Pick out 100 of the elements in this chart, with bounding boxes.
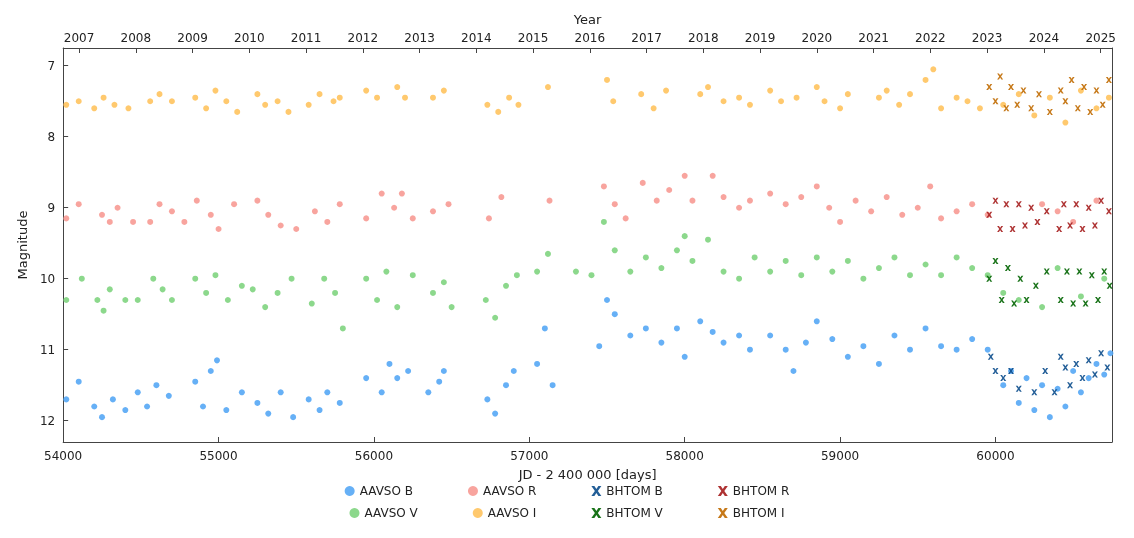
point (1004, 265, 1011, 272)
point (1014, 101, 1021, 108)
point (1011, 300, 1018, 307)
point (1031, 389, 1038, 396)
point (1085, 357, 1092, 364)
point (1093, 87, 1100, 94)
x2-tick-label: 2024 (1028, 31, 1060, 45)
x-tick-label: 57000 (510, 449, 549, 463)
x2-tick-label: 2019 (744, 31, 776, 45)
point (1076, 268, 1083, 275)
point (1082, 300, 1089, 307)
point (998, 297, 1005, 304)
x-tick-label: 60000 (976, 449, 1015, 463)
x2-tick-label: 2014 (461, 31, 492, 45)
y-tick-label: 7 (47, 58, 56, 73)
point (1088, 272, 1095, 279)
point (1067, 222, 1074, 229)
x2-tick-label: 2017 (631, 31, 662, 45)
point (1042, 368, 1049, 375)
point (1015, 385, 1022, 392)
point (1046, 108, 1053, 115)
point (1091, 222, 1098, 229)
y-tick-label: 8 (47, 129, 56, 144)
point (1032, 282, 1039, 289)
point (992, 257, 999, 264)
y-tick-label: 12 (39, 413, 56, 428)
point (1000, 375, 1007, 382)
x-tick-label: 59000 (820, 449, 860, 463)
point (992, 368, 999, 375)
point (1068, 76, 1075, 83)
legend-label: BHTOM R (732, 484, 790, 498)
y-tick-label: 9 (47, 200, 56, 215)
x-tick-label: 58000 (665, 449, 704, 463)
point (1034, 218, 1041, 225)
y-tick-label: 10 (39, 271, 56, 286)
point (1057, 353, 1064, 360)
x2-tick-label: 2025 (1085, 31, 1116, 45)
point (1003, 105, 1010, 112)
legend-label: AAVSO B (359, 484, 413, 498)
point (1015, 201, 1022, 208)
point (1063, 268, 1070, 275)
point (1104, 364, 1111, 371)
point (1105, 208, 1112, 215)
y-axis-title: Magnitude (15, 210, 30, 280)
point (1098, 197, 1105, 204)
point (1101, 268, 1108, 275)
point (1043, 268, 1050, 275)
x2-axis-title: Year (572, 12, 602, 27)
point (987, 353, 994, 360)
point (1020, 87, 1027, 94)
point (1035, 91, 1042, 98)
point (1099, 101, 1106, 108)
x2-tick-label: 2016 (574, 31, 606, 45)
point (1062, 98, 1069, 105)
point (1105, 76, 1112, 83)
x2-tick-label: 2020 (801, 31, 833, 45)
x2-tick-label: 2013 (404, 31, 435, 45)
point (1073, 201, 1080, 208)
point (1021, 222, 1028, 229)
point (1056, 226, 1063, 233)
x-tick-label: 56000 (354, 449, 394, 463)
legend-label: AAVSO I (487, 506, 537, 520)
legend-label: BHTOM I (732, 506, 785, 520)
point (1062, 364, 1069, 371)
legend-label: AAVSO R (482, 484, 537, 498)
point (1074, 105, 1081, 112)
point (1043, 208, 1050, 215)
x2-tick-label: 2018 (688, 31, 719, 45)
point (1098, 350, 1105, 357)
point (1095, 297, 1102, 304)
x2-tick-label: 2012 (347, 31, 379, 45)
x2-tick-label: 2010 (234, 31, 265, 45)
point (1067, 382, 1074, 389)
x2-tick-label: 2011 (290, 31, 322, 45)
x2-tick-label: 2021 (858, 31, 889, 45)
point (992, 98, 999, 105)
legend-label: AAVSO V (364, 506, 419, 520)
point (1085, 204, 1092, 211)
x2-tick-label: 2009 (177, 31, 208, 45)
point (1008, 84, 1014, 91)
legend-label: BHTOM B (606, 484, 663, 498)
x2-tick-label: 2023 (971, 31, 1003, 45)
point (1079, 375, 1086, 382)
point (986, 84, 993, 91)
point (1073, 360, 1080, 367)
point (1081, 84, 1088, 91)
point (1017, 275, 1024, 282)
point (1003, 201, 1010, 208)
point (997, 73, 1004, 80)
point (1091, 371, 1098, 378)
point (992, 197, 999, 204)
point (1028, 105, 1035, 112)
point (1051, 389, 1058, 396)
x-tick-label: 54000 (44, 449, 83, 463)
x-axis-title: JD - 2 400 000 [days] (517, 467, 657, 482)
point (1070, 300, 1077, 307)
point (1009, 226, 1016, 233)
x2-tick-label: 2008 (120, 31, 152, 45)
x2-tick-label: 2015 (517, 31, 549, 45)
y-tick-label: 11 (39, 342, 56, 357)
